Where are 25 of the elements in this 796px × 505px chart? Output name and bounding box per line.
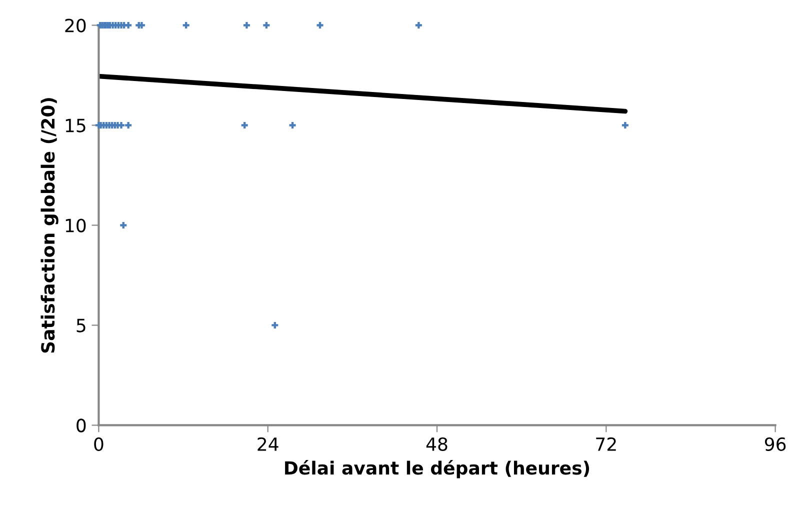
y-tick-label: 5 [76, 318, 86, 332]
y-tick-label: 15 [66, 118, 86, 132]
point [263, 22, 270, 29]
point [241, 122, 248, 128]
y-tick-label: 20 [65, 18, 86, 32]
point [289, 122, 296, 128]
point [243, 22, 250, 29]
point [125, 22, 132, 29]
x-tick-label: 24 [258, 437, 278, 451]
x-axis-title: Délai avant le départ (heures) [285, 460, 590, 478]
y-axis-title: Satisfaction globale (/20) [40, 98, 58, 353]
point [118, 122, 125, 128]
x-tick-label: 0 [94, 437, 104, 451]
point [125, 122, 132, 128]
y-tick-label: 10 [66, 218, 86, 232]
point [316, 22, 324, 29]
point [272, 322, 278, 328]
x-tick-label: 96 [764, 437, 786, 451]
point [120, 222, 127, 228]
point [622, 122, 628, 128]
y-tick-label: 0 [76, 418, 86, 432]
point [415, 22, 422, 29]
x-tick-label: 72 [596, 437, 616, 451]
x-tick-label: 48 [426, 437, 448, 451]
point [182, 22, 190, 29]
